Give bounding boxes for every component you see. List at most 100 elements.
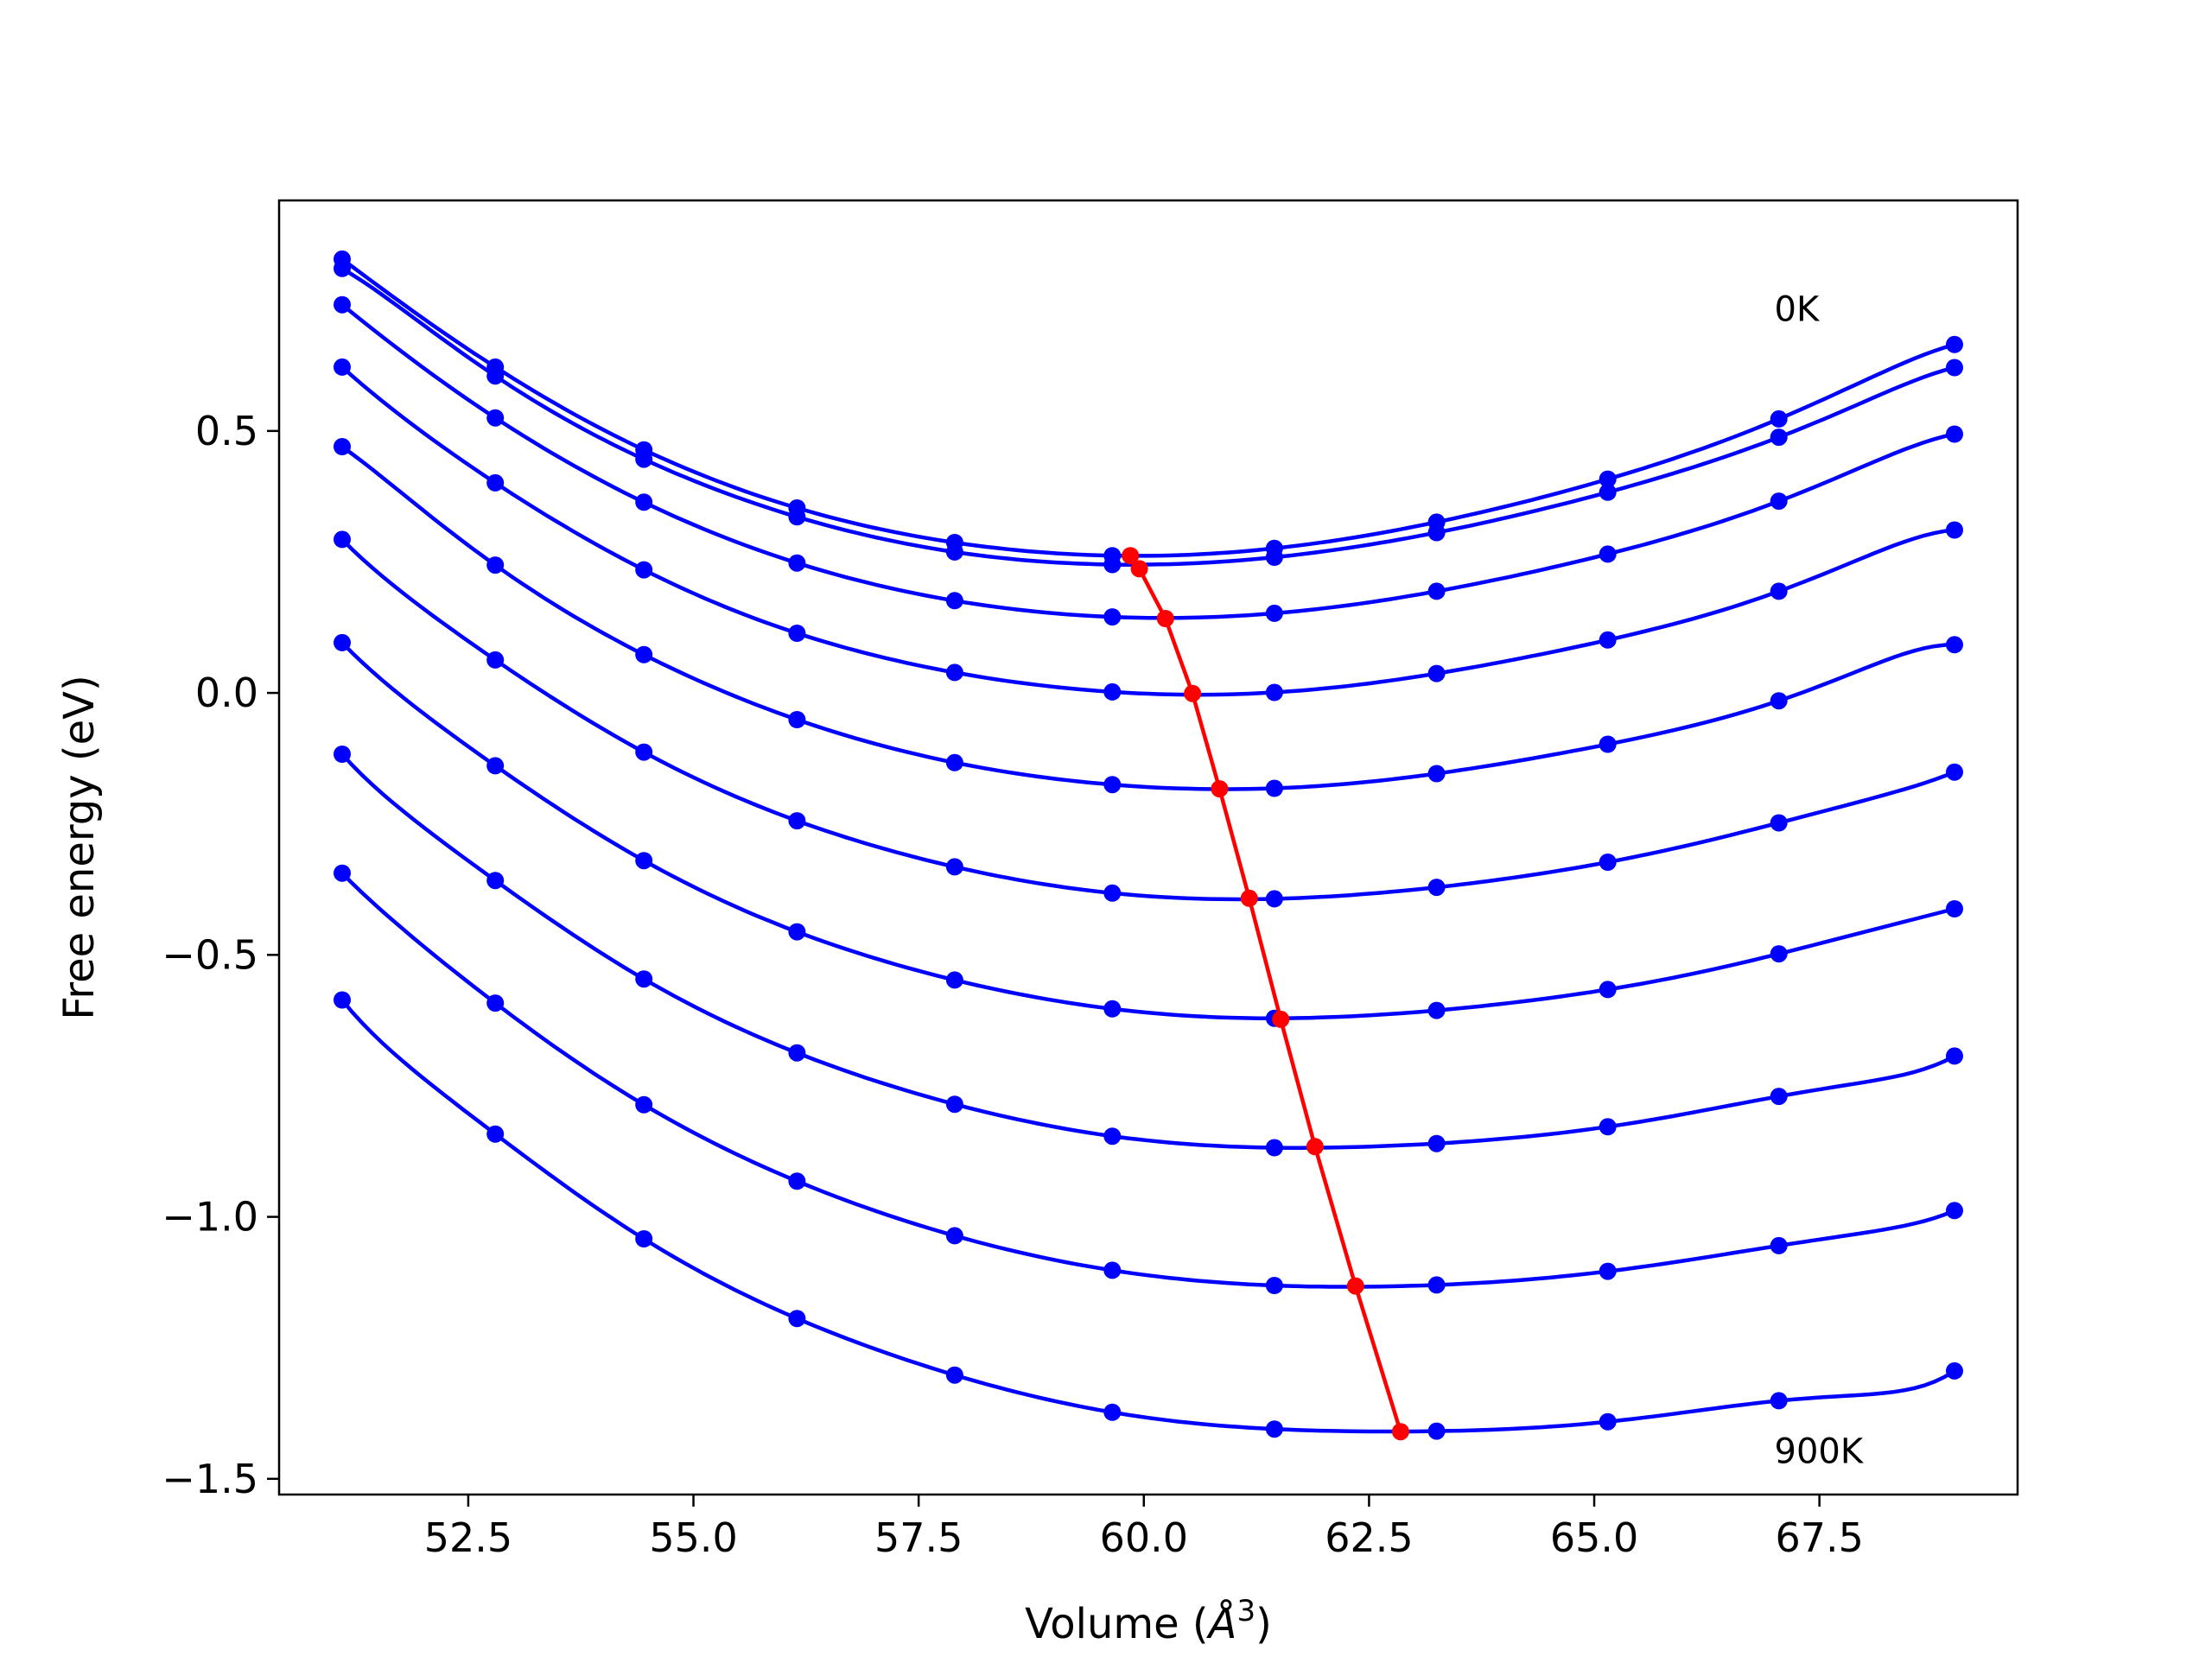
series-3-point [635,561,653,579]
series-9-point [1770,1392,1788,1410]
series-0 [334,250,1963,565]
series-4-point [1599,735,1617,753]
series-4 [334,438,1963,797]
series-8-point [1770,1236,1788,1254]
series-7-line [340,752,1956,1150]
series-8-point [945,1227,963,1245]
series-9 [334,991,1963,1440]
x-axis-label-unit: Å [1206,1599,1237,1648]
series-6-point [1946,900,1963,917]
series-7-point [635,970,653,988]
series-2-point [1770,492,1788,511]
series-3-point [788,625,806,642]
series-3 [334,358,1963,701]
annotations: 0K 900K [1775,289,1865,1471]
series-4-point [1103,776,1122,794]
series-6-point [1770,945,1788,963]
series-6-point [334,633,351,651]
series-8-point [486,994,505,1012]
series-9-point [486,1125,505,1143]
series-8-point [1427,1276,1446,1294]
series-1-point [334,259,351,277]
series-7-point [1427,1134,1446,1152]
minimum-point [1306,1138,1324,1156]
series-6-point [1599,981,1617,999]
series-8-line [340,872,1955,1289]
series-0-point [1599,470,1617,488]
series-1-point [1770,428,1788,447]
y-tick-label: 0.0 [195,670,258,716]
series-7-point [334,746,351,763]
series-5-point [1946,763,1963,781]
series-2-point [1599,545,1617,563]
series-6 [334,633,1963,1027]
x-tick-label: 65.0 [1550,1514,1638,1561]
minima-layer [1122,547,1409,1441]
series-7-point [1599,1118,1617,1136]
x-axis-label-exponent: 3 [1236,1594,1255,1628]
series-1-point [635,450,653,468]
series-3-point [334,358,351,376]
series-6-point [635,852,653,870]
series-9-point [1265,1420,1283,1438]
x-tick-label: 55.0 [649,1514,737,1561]
x-axis-ticks: 52.5 55.0 57.5 60.0 62.5 65.0 67.5 [424,1495,1864,1561]
series-8-point [1103,1261,1122,1279]
series-1 [334,259,1963,574]
series-2-point [945,592,963,610]
series-9-point [1599,1412,1617,1431]
series-8 [334,864,1963,1294]
series-1-point [1946,359,1963,377]
series-5-point [1103,884,1122,902]
y-tick-label: 0.5 [195,408,258,454]
annotation-label: 900K [1775,1432,1865,1472]
series-2-point [1265,604,1283,622]
series-2 [334,295,1963,626]
series-5-point [486,651,505,669]
series-4-point [1265,779,1283,797]
series-3-point [486,473,505,492]
minimum-point [1272,1010,1290,1028]
series-1-point [788,508,806,526]
series-4-point [1427,765,1446,783]
series-3-line [340,365,1955,697]
series-8-point [334,864,351,882]
series-6-point [788,923,806,941]
x-tick-label: 62.5 [1325,1514,1413,1561]
series-9-point [1103,1403,1122,1421]
series-1-point [945,543,963,561]
series-3-point [945,663,963,682]
minimum-point [1122,547,1140,565]
series-8-point [1946,1202,1963,1220]
plot-frame [277,199,2019,1496]
series-1-point [1427,524,1446,542]
series-layer [334,250,1963,1440]
series-4-point [1770,692,1788,710]
series-8-point [1265,1277,1283,1294]
series-2-point [1427,582,1446,600]
series-4-point [945,753,963,771]
annotation-label: 0K [1775,289,1821,329]
series-2-point [635,493,653,511]
series-8-point [1599,1262,1617,1280]
minimum-line [1128,554,1403,1432]
series-0-point [1770,409,1788,428]
minimum-point [1156,610,1174,627]
y-tick-label: −1.5 [162,1456,258,1502]
series-4-point [334,438,351,455]
series-6-point [945,971,963,989]
series-9-point [1946,1362,1963,1380]
series-1-point [1103,555,1122,574]
series-5-point [1427,879,1446,897]
series-5-point [1599,854,1617,871]
series-2-line [340,302,1955,620]
series-5-point [945,858,963,876]
series-2-point [788,554,806,572]
series-7-point [1946,1047,1963,1065]
series-5-point [635,743,653,761]
minimum-point [1240,889,1258,907]
series-9-point [635,1230,653,1247]
series-1-point [486,367,505,385]
series-2-point [486,409,505,427]
series-7 [334,746,1963,1157]
